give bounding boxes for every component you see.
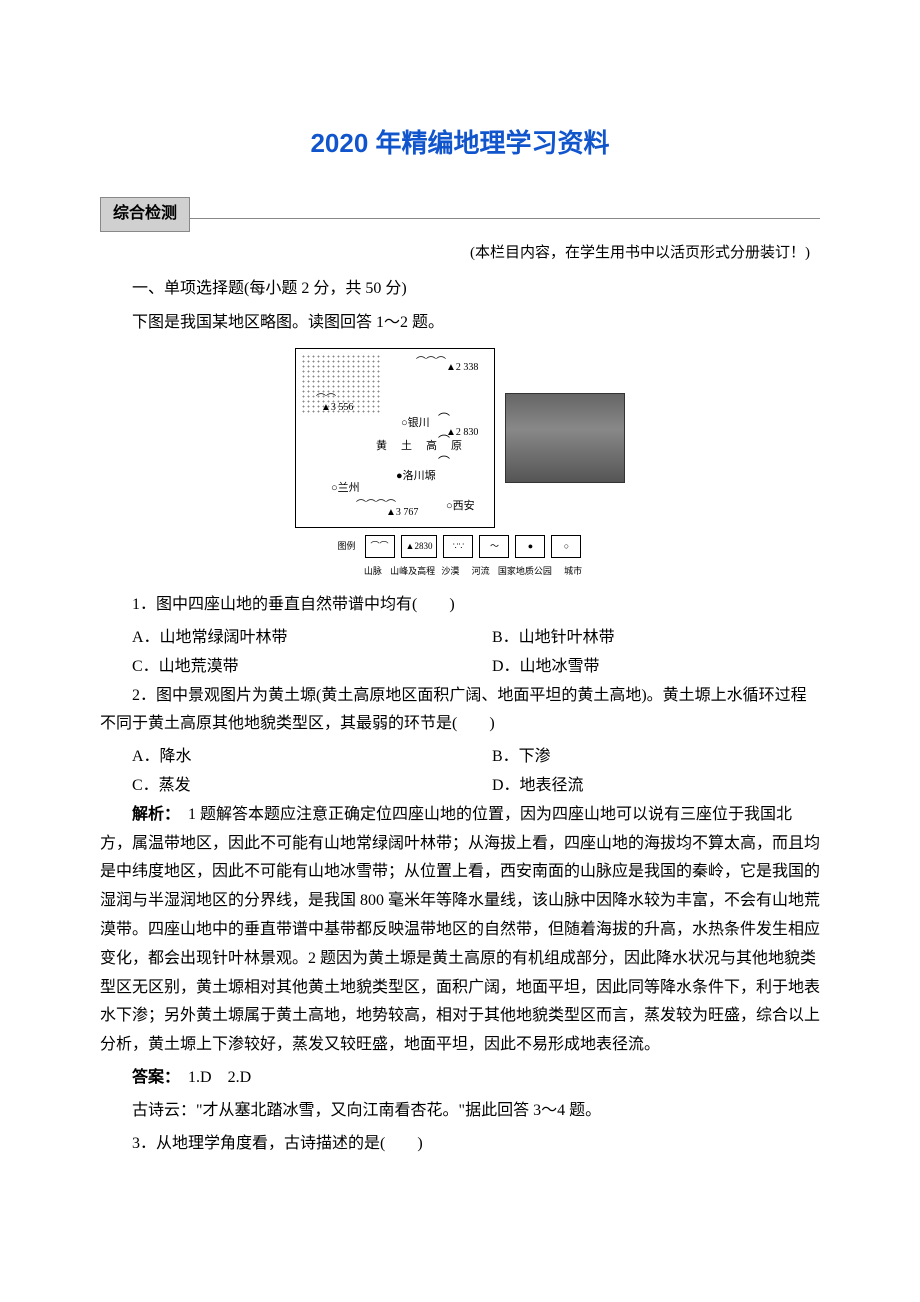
- q2-optA: A．降水: [100, 743, 460, 772]
- label-gao: 高: [426, 437, 437, 457]
- legend-item-5: ○: [551, 535, 581, 557]
- analysis-text: 1 题解答本题应注意正确定位四座山地的位置，因为四座山地可以说有三座位于我国北方…: [100, 806, 820, 1053]
- intro-2: 古诗云："才从塞北踏冰雪，又向江南看杏花。"据此回答 3～4 题。: [100, 1097, 820, 1126]
- q1-optD: D．山地冰雪带: [460, 653, 820, 682]
- map-sketch: ▲2 338 ▲3 556 ▲2 830 ▲3 767 ○银川 ○兰州 ○西安 …: [295, 348, 495, 528]
- analysis-label: 解析：: [132, 806, 172, 823]
- peak-1: ▲2 338: [446, 359, 478, 377]
- q1-options-row1: A．山地常绿阔叶林带 B．山地针叶林带: [100, 624, 820, 653]
- section-header: 综合检测: [100, 197, 190, 232]
- answer-block: 答案： 1.D 2.D: [100, 1064, 820, 1093]
- city-xian: ○西安: [446, 497, 475, 517]
- q1-optA: A．山地常绿阔叶林带: [100, 624, 460, 653]
- q2-optB: B．下渗: [460, 743, 820, 772]
- q2-stem: 2．图中景观图片为黄土塬(黄土高原地区面积广阔、地面平坦的黄土高地)。黄土塬上水…: [100, 682, 820, 740]
- q1-optC: C．山地荒漠带: [100, 653, 460, 682]
- legend-row: 图例 ⌒⌒ ▲2830 ∵∵ 〜 ● ○: [100, 532, 820, 561]
- mtn-chain-2: ⌒⌒: [316, 391, 336, 409]
- q3-stem: 3．从地理学角度看，古诗描述的是( ): [100, 1130, 820, 1159]
- analysis-block: 解析： 1 题解答本题应注意正确定位四座山地的位置，因为四座山地可以说有三座位于…: [100, 801, 820, 1060]
- section-divider: [190, 209, 820, 219]
- label-luochuan: ●洛川塬: [396, 467, 436, 487]
- legend-sublabels: 山脉 山峰及高程 沙漠 河流 国家地质公园 城市: [100, 563, 820, 579]
- q2-optD: D．地表径流: [460, 772, 820, 801]
- q2-options-row1: A．降水 B．下渗: [100, 743, 820, 772]
- legend-item-4: ●: [515, 535, 545, 557]
- part1-heading: 一、单项选择题(每小题 2 分，共 50 分): [100, 275, 820, 304]
- section-header-row: 综合检测: [100, 197, 820, 232]
- label-yuan: 原: [451, 437, 462, 457]
- answer-label: 答案：: [132, 1069, 172, 1086]
- legend-prefix: 图例: [338, 538, 356, 554]
- intro-1: 下图是我国某地区略图。读图回答 1～2 题。: [100, 309, 820, 338]
- figure-container: ▲2 338 ▲3 556 ▲2 830 ▲3 767 ○银川 ○兰州 ○西安 …: [100, 348, 820, 579]
- q2-optC: C．蒸发: [100, 772, 460, 801]
- legend-item-0: ⌒⌒: [365, 535, 395, 557]
- answer-text: 1.D 2.D: [172, 1069, 251, 1086]
- q1-stem: 1．图中四座山地的垂直自然带谱中均有( ): [100, 591, 820, 620]
- label-tu: 土: [401, 437, 412, 457]
- mtn-chain-3: ⌒⌒⌒: [438, 409, 450, 474]
- q2-options-row2: C．蒸发 D．地表径流: [100, 772, 820, 801]
- page-title: 2020 年精编地理学习资料: [100, 120, 820, 167]
- landscape-photo: [505, 393, 625, 483]
- legend-item-1: ▲2830: [401, 535, 438, 557]
- label-huang: 黄: [376, 437, 387, 457]
- legend-item-3: 〜: [479, 535, 509, 557]
- q1-optB: B．山地针叶林带: [460, 624, 820, 653]
- city-yinchuan: ○银川: [401, 414, 430, 434]
- city-lanzhou: ○兰州: [331, 479, 360, 499]
- mtn-chain-1: ⌒⌒⌒: [416, 354, 446, 372]
- legend-item-2: ∵∵: [443, 535, 473, 557]
- q1-options-row2: C．山地荒漠带 D．山地冰雪带: [100, 653, 820, 682]
- mtn-chain-4: ⌒⌒⌒⌒: [356, 497, 396, 515]
- binding-note: (本栏目内容，在学生用书中以活页形式分册装订！): [100, 240, 820, 267]
